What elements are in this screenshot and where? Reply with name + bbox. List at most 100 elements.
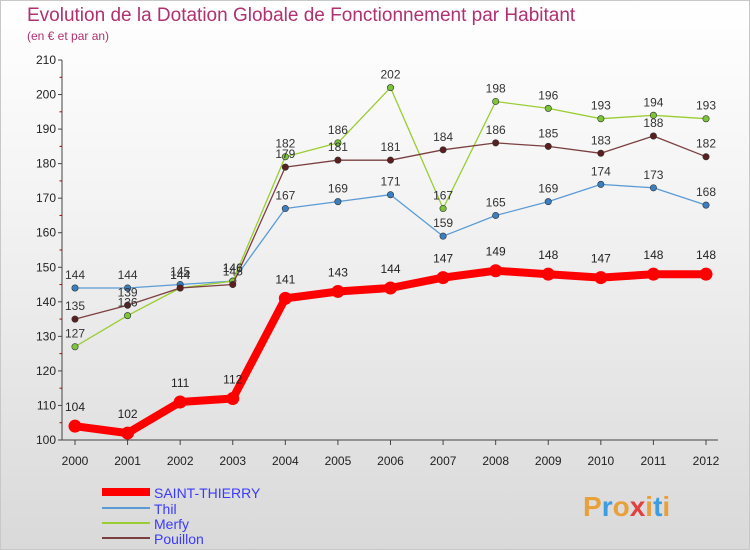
data-point-saint-thierry — [331, 284, 345, 298]
data-label-thil: 144 — [118, 268, 138, 282]
data-label-thil: 165 — [486, 195, 506, 209]
data-point-pouillon — [281, 163, 289, 171]
data-point-pouillon — [386, 156, 394, 164]
data-point-merfy — [124, 312, 132, 320]
data-label-pouillon: 181 — [328, 140, 348, 154]
data-label-thil: 169 — [328, 182, 348, 196]
x-tick-label: 2002 — [167, 454, 194, 468]
data-label-pouillon: 181 — [380, 140, 400, 154]
data-point-saint-thierry — [384, 281, 397, 295]
x-tick-label: 2012 — [693, 454, 720, 468]
y-tick-label: 120 — [36, 364, 56, 378]
data-label-thil: 171 — [380, 175, 400, 189]
data-label-merfy: 167 — [433, 189, 453, 203]
chart-subtitle: (en € et par an) — [27, 29, 109, 43]
x-tick-label: 2005 — [325, 454, 352, 468]
y-tick-label: 190 — [36, 122, 56, 136]
data-label-merfy: 144 — [170, 268, 190, 282]
data-point-thil — [597, 180, 605, 188]
proxiti-logo-letter: P — [583, 491, 602, 522]
data-point-merfy — [492, 97, 500, 105]
data-point-pouillon — [71, 315, 79, 323]
data-point-merfy — [544, 104, 552, 112]
data-label-merfy: 127 — [65, 327, 85, 341]
data-point-saint-thierry — [121, 426, 135, 440]
data-point-merfy — [71, 343, 79, 351]
data-label-saint-thierry: 148 — [696, 248, 716, 262]
data-point-thil — [544, 198, 552, 206]
y-tick-label: 170 — [36, 191, 56, 205]
y-tick-label: 160 — [36, 226, 56, 240]
proxiti-logo-letter: i — [645, 491, 653, 522]
data-label-thil: 168 — [696, 185, 716, 199]
data-point-merfy — [439, 205, 447, 213]
data-label-saint-thierry: 147 — [591, 252, 611, 266]
data-point-pouillon — [176, 284, 184, 292]
proxiti-logo: Proxiti — [583, 491, 670, 522]
data-label-saint-thierry: 148 — [538, 248, 558, 262]
y-tick-label: 100 — [36, 433, 56, 447]
data-label-saint-thierry: 143 — [328, 265, 348, 279]
data-point-saint-thierry — [541, 267, 555, 281]
data-point-thil — [386, 191, 394, 199]
data-label-merfy: 194 — [643, 95, 663, 109]
data-label-saint-thierry: 102 — [118, 407, 138, 421]
data-point-saint-thierry — [699, 267, 713, 281]
data-label-merfy: 146 — [223, 261, 243, 275]
data-point-merfy — [649, 111, 657, 119]
data-point-pouillon — [544, 142, 552, 150]
data-label-pouillon: 186 — [486, 123, 506, 137]
y-tick-label: 150 — [36, 260, 56, 274]
data-point-pouillon — [597, 149, 605, 157]
y-tick-label: 140 — [36, 295, 56, 309]
x-tick-label: 2007 — [430, 454, 457, 468]
data-point-thil — [334, 198, 342, 206]
data-point-merfy — [597, 115, 605, 123]
data-point-saint-thierry — [278, 291, 292, 305]
data-point-thil — [702, 201, 710, 209]
data-label-thil: 146 — [223, 261, 243, 275]
data-point-pouillon — [229, 281, 237, 289]
data-label-saint-thierry: 141 — [275, 272, 295, 286]
data-point-thil — [649, 184, 657, 192]
x-tick-label: 2004 — [272, 454, 299, 468]
y-tick-label: 210 — [36, 53, 56, 67]
data-label-merfy: 193 — [696, 99, 716, 113]
x-tick-label: 2010 — [587, 454, 614, 468]
legend-label-pouillon: Pouillon — [154, 531, 204, 547]
data-label-pouillon: 185 — [538, 126, 558, 140]
data-point-merfy — [386, 84, 394, 92]
x-tick-label: 2006 — [377, 454, 404, 468]
data-label-thil: 145 — [170, 265, 190, 279]
x-tick-label: 2000 — [62, 454, 89, 468]
axes: 100 110 120 130 140 150 160 170 180 190 200 210 2000… — [36, 53, 720, 468]
data-point-merfy — [334, 139, 342, 147]
series-lines — [68, 84, 713, 440]
data-label-saint-thierry: 148 — [643, 248, 663, 262]
y-tick-label: 110 — [37, 398, 56, 412]
data-label-thil: 167 — [275, 189, 295, 203]
data-label-merfy: 196 — [538, 88, 558, 102]
data-point-thil — [124, 284, 132, 292]
legend-label-saint-thierry: SAINT-THIERRY — [154, 485, 261, 501]
data-point-saint-thierry — [646, 267, 660, 281]
data-label-pouillon: 144 — [170, 268, 190, 282]
data-label-saint-thierry: 144 — [380, 262, 400, 276]
data-label-pouillon: 139 — [118, 285, 138, 299]
proxiti-logo-letter: x — [630, 491, 646, 522]
data-point-saint-thierry — [489, 264, 503, 278]
data-point-pouillon — [334, 156, 342, 164]
data-point-thil — [492, 211, 500, 219]
y-tick-label: 130 — [36, 329, 56, 343]
data-label-merfy: 186 — [328, 123, 348, 137]
proxiti-logo-letter: r — [602, 491, 613, 522]
data-label-merfy: 193 — [591, 99, 611, 113]
proxiti-logo-letter: t — [653, 491, 662, 522]
data-point-merfy — [281, 153, 289, 161]
data-point-merfy — [702, 115, 710, 123]
data-label-pouillon: 184 — [433, 130, 453, 144]
data-label-saint-thierry: 112 — [223, 373, 242, 387]
data-label-pouillon: 182 — [696, 137, 716, 151]
